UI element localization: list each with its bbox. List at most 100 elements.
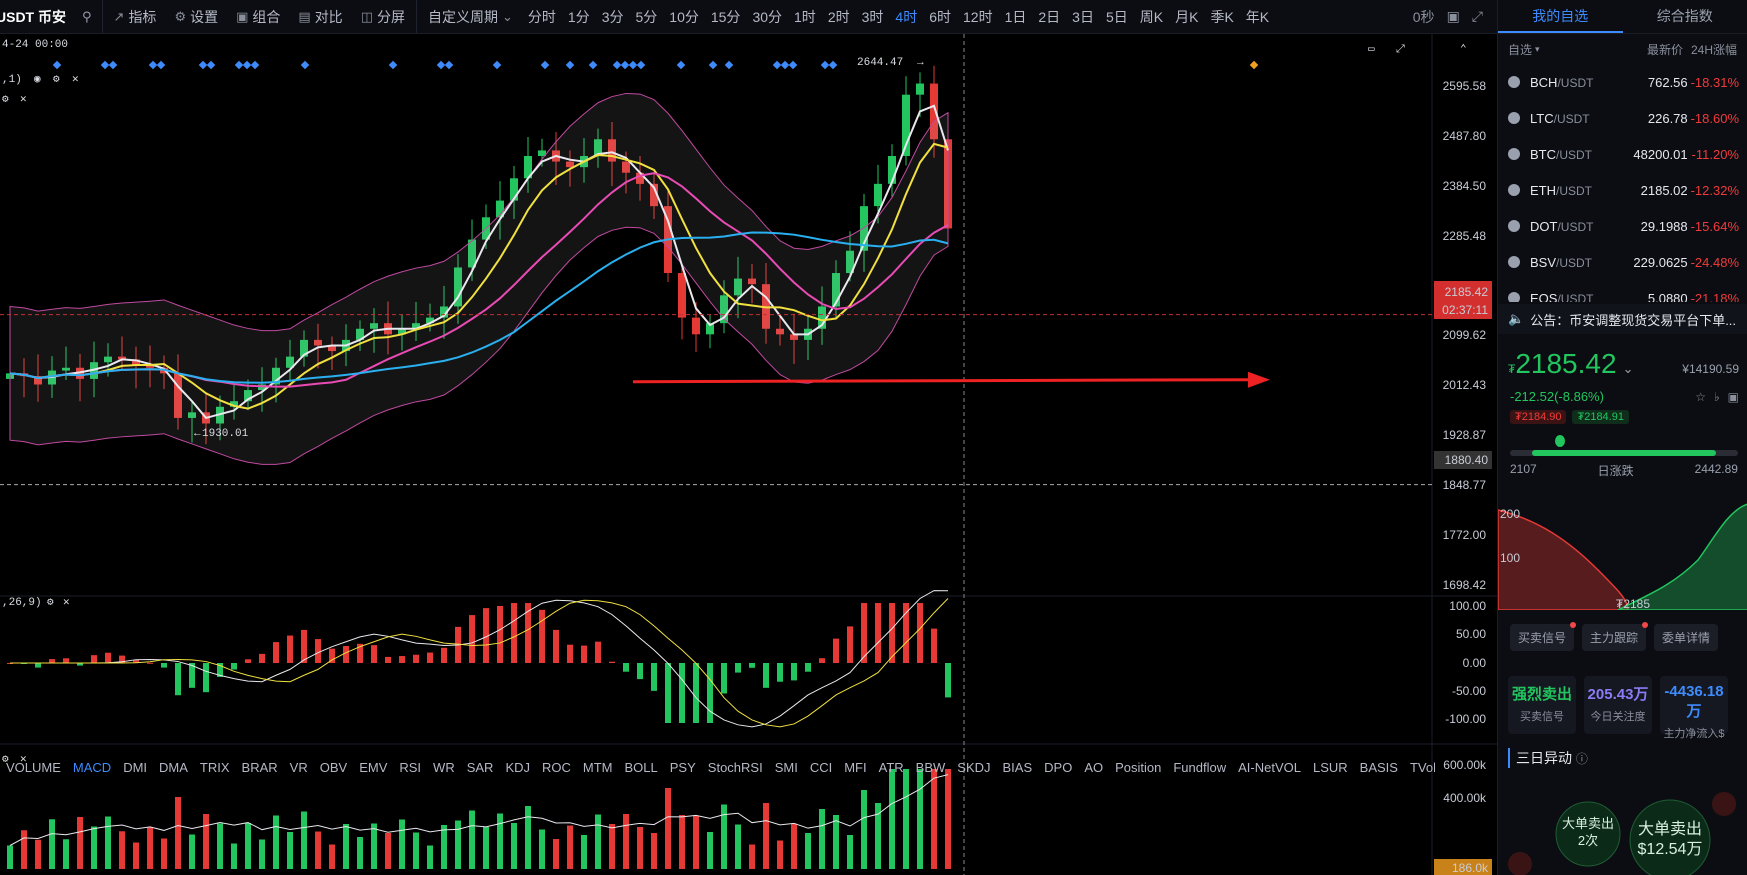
indicator-tab-atr[interactable]: ATR	[878, 759, 904, 775]
watchlist-row[interactable]: BSV/USDT 229.0625 -24.48%	[1498, 244, 1747, 280]
period-17[interactable]: 周K	[1139, 8, 1164, 25]
indicator-tab-brar[interactable]: BRAR	[241, 759, 278, 775]
watchlist-row[interactable]: BCH/USDT 762.56 -18.31%	[1498, 64, 1747, 100]
indicator-tab-macd[interactable]: MACD	[72, 759, 112, 775]
drawing-icon[interactable]: ▭	[1368, 44, 1375, 56]
indicator-tab-psy[interactable]: PSY	[669, 759, 696, 775]
period-5[interactable]: 15分	[710, 8, 741, 25]
indicator-tab-bbw[interactable]: BBW	[915, 759, 946, 775]
period-9[interactable]: 3时	[861, 8, 884, 25]
indicator-tab-dmi[interactable]: DMI	[123, 759, 148, 775]
indicator-tab-sar[interactable]: SAR	[466, 759, 494, 775]
watchlist-group-dropdown[interactable]: 自选	[1508, 42, 1533, 57]
indicator-tab-kdj[interactable]: KDJ	[505, 759, 531, 775]
period-19[interactable]: 季K	[1210, 8, 1234, 25]
period-10[interactable]: 4时	[895, 8, 918, 25]
settings-icon[interactable]: ⚙	[53, 74, 60, 86]
indicator-tab-bias[interactable]: BIAS	[1002, 759, 1033, 775]
period-20[interactable]: 年K	[1245, 8, 1270, 25]
expand-icon[interactable]: ⤢	[1396, 44, 1405, 56]
settings-icon[interactable]: ⚙	[2, 94, 9, 106]
indicator-tab-smi[interactable]: SMI	[774, 759, 798, 775]
indicator-tab-emv[interactable]: EMV	[359, 759, 388, 775]
fullscreen-icon[interactable]: ⤢	[1471, 8, 1483, 24]
period-7[interactable]: 1时	[794, 8, 816, 25]
period-18[interactable]: 月K	[1175, 8, 1199, 25]
caret-down-icon[interactable]: ▾	[1535, 43, 1540, 54]
indicator-tab-mfi[interactable]: MFI	[844, 759, 867, 775]
share-icon[interactable]: ▣	[1727, 390, 1739, 404]
period-4[interactable]: 10分	[669, 8, 699, 25]
indicator-tab-tvolume[interactable]: TVolume	[1409, 759, 1435, 775]
period-11[interactable]: 6时	[929, 8, 951, 25]
camera-icon[interactable]: ▣	[1446, 8, 1460, 24]
indicator-tab-roc[interactable]: ROC	[542, 759, 571, 775]
period-6[interactable]: 30分	[752, 8, 783, 25]
settings-icon[interactable]: ⚙	[47, 597, 54, 609]
period-0[interactable]: 分时	[527, 8, 556, 25]
bubble-small[interactable]	[1712, 792, 1736, 816]
bubble-large-sell-2[interactable]	[1629, 799, 1711, 875]
indicator-tab-ao[interactable]: AO	[1084, 759, 1104, 775]
indicator-tab-fundflow[interactable]: Fundflow	[1173, 759, 1227, 775]
indicator-tab-lsur[interactable]: LSUR	[1312, 759, 1348, 775]
indicator-tab-vr[interactable]: VR	[289, 759, 308, 775]
watchlist-row[interactable]: BTC/USDT 48200.01 -11.20%	[1498, 136, 1747, 172]
bubble-large-sell[interactable]	[1555, 801, 1621, 867]
indicator-tab-wr[interactable]: WR	[433, 759, 455, 775]
close-icon[interactable]: ✕	[63, 597, 70, 609]
help-icon[interactable]: ⓘ	[1575, 752, 1588, 766]
indicator-tab-position[interactable]: Position	[1115, 759, 1162, 775]
announcement-bar[interactable]: 🔈 公告：币安调整现货交易平台下单...	[1498, 304, 1747, 334]
signal-button[interactable]: 买卖信号	[1510, 622, 1577, 651]
bubble-small[interactable]	[1508, 852, 1532, 875]
watchlist-row[interactable]: ETH/USDT 2185.02 -12.32%	[1498, 172, 1747, 208]
indicator-tab-skdj[interactable]: SKDJ	[957, 759, 991, 775]
period-13[interactable]: 1日	[1004, 8, 1027, 25]
watchlist-row[interactable]: EOS/USDT 5.0880 -21.18%	[1498, 280, 1747, 302]
combine-button[interactable]: ▣ 组合	[227, 7, 289, 27]
whale-tracking-button[interactable]: 主力跟踪	[1582, 622, 1649, 651]
split-screen-button[interactable]: ◫ 分屏	[352, 7, 414, 27]
chart-area[interactable]: 4-24 00:00 ,1) ,26,9) 2644.47 1930.01 ← → ◉ ⚙ ✕ ⚙ ✕…	[0, 34, 1497, 875]
period-2[interactable]: 3分	[601, 8, 624, 25]
price-chart[interactable]: 4-24 00:00 ,1) ,26,9) 2644.47 1930.01← → ◉ ⚙ ✕ ⚙ ✕…	[0, 34, 1497, 875]
eye-icon[interactable]: ◉	[34, 74, 41, 86]
period-12[interactable]: 12时	[963, 8, 993, 25]
countdown-mode-button[interactable]: 0秒	[1412, 8, 1435, 25]
period-8[interactable]: 2时	[827, 8, 850, 25]
period-14[interactable]: 2日	[1038, 8, 1061, 25]
settings-icon[interactable]: ⚙	[2, 754, 9, 766]
indicator-tab-volume[interactable]: VOLUME	[6, 759, 61, 775]
indicator-tab-basis[interactable]: BASIS	[1359, 759, 1398, 775]
compare-button[interactable]: ▤ 对比	[289, 7, 351, 27]
change-column-header[interactable]: 24H涨幅	[1690, 42, 1737, 57]
indicator-tab-cci[interactable]: CCI	[809, 759, 833, 775]
close-icon[interactable]: ✕	[20, 94, 27, 106]
collapse-icon[interactable]: ⌃	[1460, 43, 1467, 56]
period-15[interactable]: 3日	[1072, 8, 1094, 25]
indicator-tab-rsi[interactable]: RSI	[399, 759, 422, 775]
settings-button[interactable]: ⚙ 设置	[165, 7, 227, 27]
close-icon[interactable]: ✕	[20, 754, 27, 766]
indicator-tab-mtm[interactable]: MTM	[582, 759, 613, 775]
indicator-tab-ai-netvol[interactable]: AI-NetVOL	[1238, 759, 1301, 775]
indicator-tab-dpo[interactable]: DPO	[1044, 759, 1073, 775]
bell-icon[interactable]: ♭	[1713, 390, 1720, 404]
period-3[interactable]: 5分	[635, 8, 658, 25]
close-icon[interactable]: ✕	[72, 74, 79, 86]
star-icon[interactable]: ☆	[1695, 390, 1706, 404]
order-detail-button[interactable]: 委单详情	[1654, 624, 1719, 651]
watchlist-row[interactable]: DOT/USDT 29.1988 -15.64%	[1498, 208, 1747, 244]
indicator-tab-boll[interactable]: BOLL	[624, 759, 658, 775]
custom-period-dropdown[interactable]: 自定义周期 ⌄	[419, 7, 522, 27]
indicator-tab-trix[interactable]: TRIX	[199, 759, 230, 775]
price-column-header[interactable]: 最新价	[1646, 42, 1683, 57]
tab-my-watchlist[interactable]: 我的自选	[1498, 0, 1623, 33]
period-1[interactable]: 1分	[567, 8, 590, 25]
search-icon[interactable]: ⚲	[82, 8, 92, 24]
indicator-tab-obv[interactable]: OBV	[319, 759, 348, 775]
watchlist-row[interactable]: LTC/USDT 226.78 -18.60%	[1498, 100, 1747, 136]
chevron-down-icon[interactable]: ⌄	[1622, 361, 1634, 376]
indicators-button[interactable]: ↗ 指标	[105, 7, 166, 27]
